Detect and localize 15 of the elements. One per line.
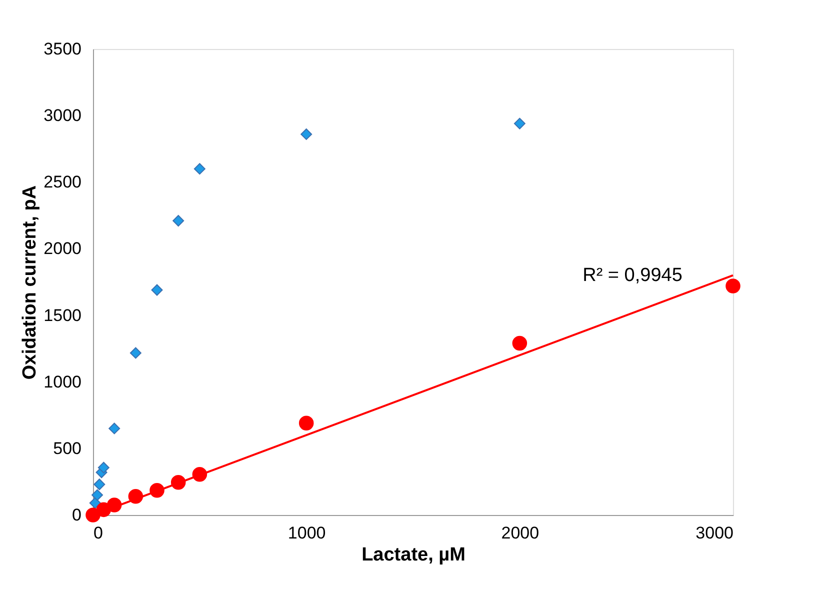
y-tick-label: 2500 <box>44 172 82 192</box>
annotation: R² = 0,9945 <box>582 265 682 286</box>
x-tick-label: 0 <box>94 524 103 542</box>
x-tick-label: 3000 <box>696 524 734 542</box>
y-tick-label: 0 <box>72 506 82 524</box>
y-tick-label: 2000 <box>44 239 82 258</box>
y-tick-label: 3000 <box>44 106 82 126</box>
y-tick-label: 1000 <box>44 372 82 392</box>
y-axis-title: Oxidation current, pA <box>20 185 41 380</box>
y-tick-label: 1500 <box>44 306 82 325</box>
x-tick-label: 2000 <box>501 524 540 542</box>
y-tick-label: 500 <box>53 438 82 458</box>
x-axis-title: Lactate, µM <box>362 544 466 566</box>
x-tick-label: 1000 <box>288 524 326 542</box>
y-tick-label: 3500 <box>44 40 82 58</box>
